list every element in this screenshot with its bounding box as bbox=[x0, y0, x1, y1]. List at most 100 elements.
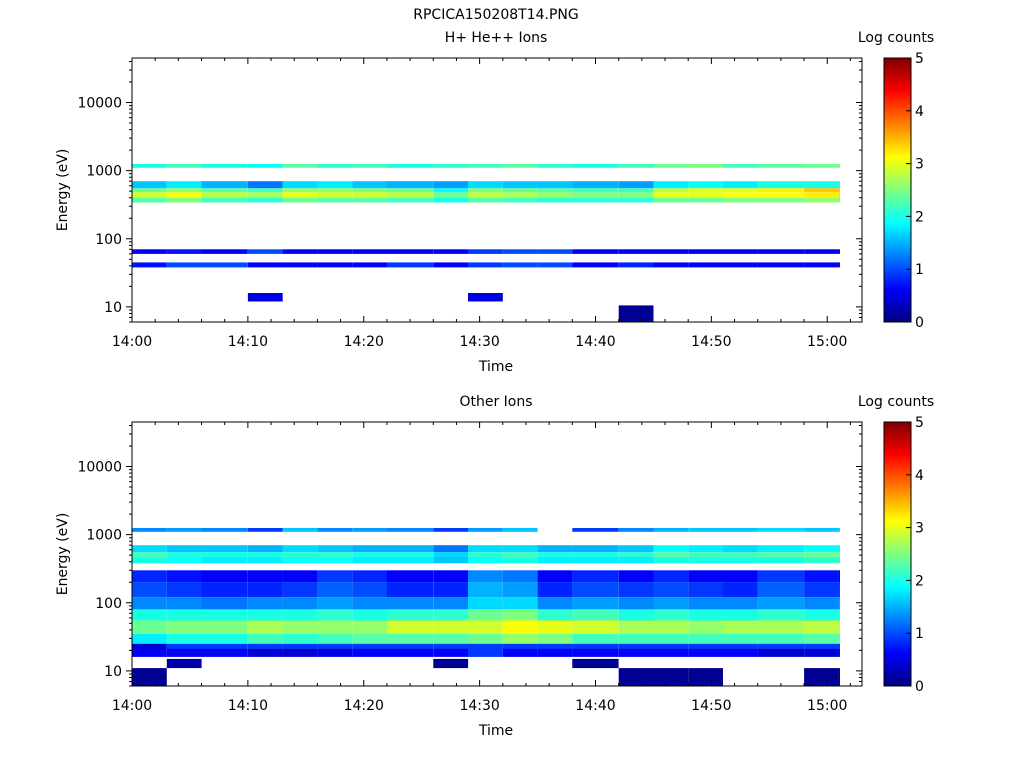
heatmap-cell bbox=[166, 582, 202, 598]
heatmap-cell bbox=[468, 552, 503, 557]
heatmap-cell bbox=[132, 262, 167, 268]
heatmap-cell bbox=[804, 197, 839, 203]
x-tick-label: 14:20 bbox=[344, 698, 384, 714]
x-tick-label: 14:50 bbox=[691, 334, 731, 350]
heatmap-cell bbox=[804, 582, 839, 598]
heatmap-cell bbox=[282, 552, 318, 557]
heatmap-cell bbox=[166, 249, 202, 254]
heatmap-cell bbox=[317, 620, 353, 634]
heatmap-cell bbox=[618, 197, 654, 203]
heatmap-cell bbox=[688, 643, 723, 649]
heatmap-cell bbox=[166, 188, 202, 193]
heatmap-cell bbox=[468, 633, 503, 644]
heatmap-cell bbox=[537, 582, 573, 598]
heatmap-cell bbox=[386, 528, 434, 532]
heatmap-cell bbox=[247, 197, 283, 203]
heatmap-cell bbox=[572, 557, 619, 564]
colorbar bbox=[883, 421, 912, 687]
heatmap-cell bbox=[282, 164, 318, 168]
heatmap-cell bbox=[537, 262, 573, 268]
heatmap-cell bbox=[247, 164, 283, 168]
heatmap-cell bbox=[723, 192, 758, 198]
heatmap-cell bbox=[201, 181, 248, 189]
heatmap-cell bbox=[537, 597, 573, 610]
heatmap-cell bbox=[282, 597, 318, 610]
colorbar-tick-label: 2 bbox=[915, 209, 924, 225]
heatmap-cell bbox=[502, 181, 538, 189]
heatmap-cell bbox=[468, 643, 503, 649]
heatmap-cell bbox=[572, 164, 619, 168]
heatmap-cell bbox=[757, 620, 804, 634]
y-tick-label: 100 bbox=[95, 232, 122, 248]
heatmap-cell bbox=[468, 528, 503, 532]
heatmap-cell bbox=[201, 262, 248, 268]
heatmap-cell bbox=[247, 192, 283, 198]
heatmap-cell bbox=[247, 249, 283, 254]
heatmap-cell bbox=[688, 249, 723, 254]
heatmap-cell bbox=[352, 188, 387, 193]
colorbar-tick-label: 5 bbox=[915, 415, 924, 431]
heatmap-cell bbox=[688, 570, 723, 583]
heatmap-cell bbox=[201, 528, 248, 532]
heatmap-cell bbox=[537, 188, 573, 193]
heatmap-cell bbox=[618, 262, 654, 268]
heatmap-cell bbox=[653, 197, 689, 203]
heatmap-cell bbox=[618, 609, 654, 621]
heatmap-cell bbox=[688, 197, 723, 203]
heatmap-cell bbox=[653, 570, 689, 583]
heatmap-cell bbox=[653, 582, 689, 598]
heatmap-cell bbox=[723, 164, 758, 168]
heatmap-cell bbox=[386, 249, 434, 254]
heatmap-cell bbox=[502, 570, 538, 583]
heatmap-cell bbox=[653, 249, 689, 254]
heatmap-cell bbox=[688, 545, 723, 553]
heatmap-cell bbox=[653, 620, 689, 634]
panel-title: Other Ions bbox=[459, 394, 532, 410]
heatmap-cell bbox=[838, 552, 840, 557]
heatmap-cell bbox=[282, 192, 318, 198]
heatmap-cell bbox=[247, 609, 283, 621]
x-tick-label: 14:20 bbox=[344, 334, 384, 350]
colorbar-tick-label: 2 bbox=[915, 573, 924, 589]
heatmap-cell bbox=[201, 557, 248, 564]
heatmap-cell bbox=[352, 582, 387, 598]
heatmap-cell bbox=[572, 597, 619, 610]
heatmap-cell bbox=[433, 192, 469, 198]
heatmap-cell bbox=[537, 552, 573, 557]
heatmap-cell bbox=[688, 620, 723, 634]
heatmap-cell bbox=[166, 570, 202, 583]
heatmap-cell bbox=[352, 648, 387, 657]
heatmap-cell bbox=[537, 570, 573, 583]
heatmap-cell bbox=[166, 658, 202, 669]
heatmap-cell bbox=[618, 192, 654, 198]
colorbar-tick-label: 3 bbox=[915, 157, 924, 173]
heatmap-cell bbox=[352, 552, 387, 557]
y-tick-label: 10000 bbox=[77, 460, 122, 476]
heatmap-cell bbox=[132, 643, 167, 649]
y-tick-label: 10 bbox=[104, 300, 122, 316]
heatmap-cell bbox=[317, 188, 353, 193]
heatmap-cell bbox=[537, 181, 573, 189]
heatmap-cell bbox=[502, 164, 538, 168]
heatmap-cell bbox=[757, 262, 804, 268]
heatmap-cell bbox=[433, 648, 469, 657]
heatmap-cell bbox=[247, 181, 283, 189]
colorbar-tick-label: 4 bbox=[915, 468, 924, 484]
heatmap-cell bbox=[502, 262, 538, 268]
heatmap-cell bbox=[757, 609, 804, 621]
heatmap-cell bbox=[201, 164, 248, 168]
heatmap-cell bbox=[757, 197, 804, 203]
heatmap-cell bbox=[282, 570, 318, 583]
heatmap-cell bbox=[468, 197, 503, 203]
heatmap-cell bbox=[502, 597, 538, 610]
heatmap-cell bbox=[132, 609, 167, 621]
heatmap-cell bbox=[804, 668, 839, 686]
heatmap-cell bbox=[804, 545, 839, 553]
heatmap-cell bbox=[838, 528, 840, 532]
heatmap-cell bbox=[804, 262, 839, 268]
heatmap-cell bbox=[386, 192, 434, 198]
heatmap-cell bbox=[317, 545, 353, 553]
heatmap-cell bbox=[386, 262, 434, 268]
x-tick-label: 14:10 bbox=[228, 698, 268, 714]
heatmap-cell bbox=[653, 192, 689, 198]
